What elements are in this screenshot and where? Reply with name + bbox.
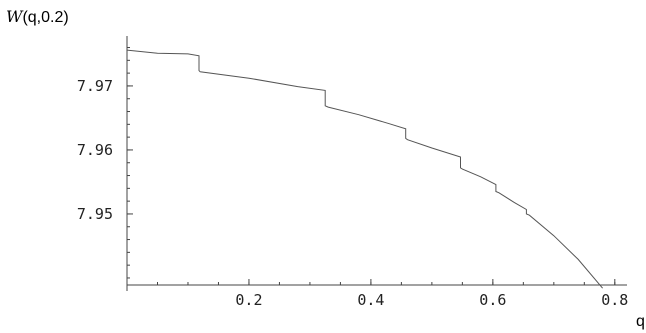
y-axis-label-italic: W <box>6 7 24 26</box>
y-tick-label: 7.95 <box>77 205 113 223</box>
tick-marks <box>127 47 616 285</box>
axes <box>126 36 627 291</box>
x-axis-label: q <box>636 313 645 330</box>
x-tick-label: 0.6 <box>479 291 506 309</box>
y-axis-label-rest: (q,0.2) <box>22 9 68 26</box>
y-axis-label: W(q,0.2) <box>6 7 69 26</box>
data-series-line <box>126 49 603 289</box>
y-tick-label: 7.97 <box>77 77 113 95</box>
y-tick-label: 7.96 <box>77 141 113 159</box>
tick-labels: 0.2 0.4 0.6 0.8 7.95 7.96 7.97 <box>77 77 628 309</box>
x-tick-label: 0.2 <box>235 291 262 309</box>
x-tick-label: 0.8 <box>601 291 628 309</box>
x-tick-label: 0.4 <box>357 291 384 309</box>
